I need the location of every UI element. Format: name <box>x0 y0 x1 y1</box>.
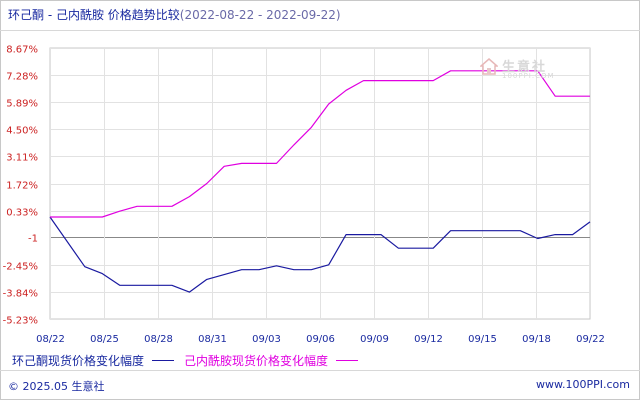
x-axis: 08/22 08/25 08/28 08/31 09/03 09/06 09/09 09/12… <box>36 334 605 345</box>
y-tick-label: -5.23% <box>3 316 38 327</box>
y-axis: 8.67% 7.28% 5.89% 4.50% 3.11% 1.72% 0.33% -1 -2.… <box>3 45 38 327</box>
copyright: © 2025.05 生意社 <box>8 380 105 393</box>
series-layer <box>49 70 591 293</box>
x-tick-label: 09/15 <box>468 334 497 345</box>
y-tick-label: 7.28% <box>6 72 38 83</box>
series-line-caprolactam <box>50 70 590 218</box>
watermark-brand: 生意社 <box>502 60 548 75</box>
y-tick-label: -3.84% <box>3 289 38 300</box>
date-range: (2022-08-22 - 2022-09-22) <box>179 8 341 22</box>
grid <box>50 48 591 320</box>
x-tick-label: 08/31 <box>198 334 227 345</box>
x-tick-label: 09/06 <box>306 334 335 345</box>
x-tick-label: 09/03 <box>252 334 281 345</box>
x-tick-label: 09/12 <box>414 334 443 345</box>
legend-line-caprolactam <box>336 360 359 361</box>
title-text: 环己酮 - 己内酰胺 价格趋势比较 <box>8 8 180 22</box>
y-tick-label: 5.89% <box>6 99 38 110</box>
chart-title: 环己酮 - 己内酰胺 价格趋势比较(2022-08-22 - 2022-09-2… <box>8 6 341 23</box>
x-tick-label: 08/22 <box>36 334 65 345</box>
y-tick-label: 0.33% <box>6 208 38 219</box>
site-link[interactable]: www.100PPI.com <box>536 378 630 391</box>
house-logo-icon <box>480 58 498 75</box>
legend-line-cyclohexanone <box>152 360 175 361</box>
x-tick-label: 08/25 <box>90 334 119 345</box>
y-tick-label: 4.50% <box>6 126 38 137</box>
x-tick-label: 08/28 <box>144 334 173 345</box>
watermark-url: 100PPI.COM <box>502 72 555 80</box>
series-line-cyclohexanone <box>49 216 591 293</box>
y-tick-label: 8.67% <box>6 45 38 56</box>
y-tick-label: -2.45% <box>3 262 38 273</box>
x-tick-label: 09/18 <box>522 334 551 345</box>
x-tick-label: 09/22 <box>576 334 605 345</box>
y-tick-label: 3.11% <box>6 153 38 164</box>
watermark: 生意社 100PPI.COM <box>480 54 580 84</box>
legend-label-caprolactam: 己内酰胺现货价格变化幅度 <box>184 354 329 368</box>
x-tick-label: 09/09 <box>360 334 389 345</box>
legend-label-cyclohexanone: 环己酮现货价格变化幅度 <box>12 354 145 368</box>
legend: 环己酮现货价格变化幅度 己内酰胺现货价格变化幅度 <box>12 352 368 369</box>
y-tick-label: 1.72% <box>6 181 38 192</box>
y-tick-label: -1 <box>28 234 38 245</box>
